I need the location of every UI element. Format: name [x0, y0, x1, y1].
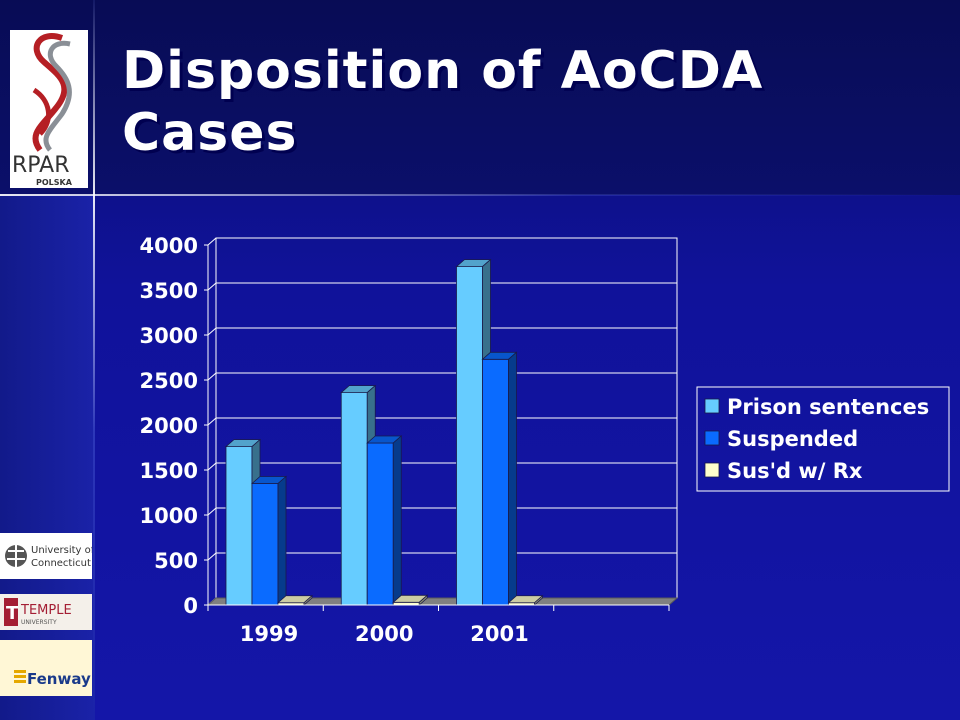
bar-side-0-1 — [277, 475, 287, 606]
bar-side-0-2 — [303, 594, 313, 606]
y-tick-label: 2000 — [140, 414, 198, 438]
bar-side-1-1 — [392, 435, 402, 606]
legend-swatch-2 — [704, 462, 720, 478]
bar-1-0 — [340, 392, 368, 606]
bar-2-0 — [456, 266, 483, 606]
y-tick-label: 2500 — [140, 369, 198, 393]
y-tick-label: 3500 — [140, 279, 198, 303]
legend-label-0: Prison sentences — [727, 395, 929, 419]
legend-swatch-0 — [704, 398, 720, 414]
title-line-1: Disposition of AoCDA — [122, 41, 764, 101]
bar-side-1-2 — [418, 594, 428, 606]
rpar-logo-text: RPAR — [12, 153, 69, 178]
gridline-side — [207, 282, 217, 291]
bar-side-2-2 — [534, 594, 543, 606]
temple-logo: T TEMPLE UNIVERSITY — [0, 594, 92, 630]
gridline-side — [207, 372, 217, 381]
y-tick-label: 500 — [154, 549, 198, 573]
gridline-side — [207, 327, 217, 336]
x-tick-label: 2000 — [355, 622, 413, 646]
y-tick-label: 3000 — [140, 324, 198, 348]
left-strip — [0, 195, 95, 720]
gridline-side — [207, 417, 217, 426]
uconn-logo: University of Connecticut — [0, 533, 95, 579]
fenway-logo-graphic: Fenway — [14, 670, 91, 688]
gridline-side — [207, 237, 217, 246]
title-band — [0, 0, 960, 195]
temple-logo-subtext: UNIVERSITY — [21, 619, 57, 626]
uconn-logo-line1: University of — [31, 545, 92, 556]
legend-box — [696, 386, 950, 492]
bar-1-1 — [366, 442, 394, 606]
y-tick-label: 4000 — [140, 234, 198, 258]
legend-label-2: Sus'd w/ Rx — [727, 459, 863, 483]
rpar-logo: RPAR POLSKA — [10, 30, 88, 188]
legend-label-1: Suspended — [727, 427, 858, 451]
bar-2-1 — [482, 358, 509, 606]
x-tick-label: 2001 — [470, 622, 528, 646]
uconn-logo-line2: Connecticut — [31, 558, 91, 569]
y-tick-label: 0 — [183, 594, 198, 618]
bar-0-1 — [251, 483, 279, 606]
vertical-accent-line — [93, 0, 95, 720]
bar-0-0 — [225, 446, 253, 606]
y-tick-label: 1000 — [140, 504, 198, 528]
temple-logo-text: TEMPLE — [20, 603, 72, 618]
temple-logo-graphic: T TEMPLE UNIVERSITY — [4, 598, 72, 626]
gridline-side — [207, 462, 217, 471]
legend-swatch-1 — [704, 430, 720, 446]
svg-text:T: T — [6, 603, 19, 624]
fenway-logo-text: Fenway — [27, 670, 91, 688]
y-tick-label: 1500 — [140, 459, 198, 483]
uconn-logo-graphic: University of Connecticut — [5, 543, 95, 569]
rpar-logo-subtext: POLSKA — [36, 178, 73, 187]
x-tick-label: 1999 — [240, 622, 298, 646]
bar-side-2-1 — [508, 351, 517, 606]
title-line-2: Cases — [122, 103, 298, 163]
rpar-logo-graphic: RPAR POLSKA — [12, 33, 73, 187]
gridline-side — [207, 552, 217, 561]
horizontal-accent-line — [0, 194, 960, 196]
gridline-side — [207, 507, 217, 516]
fenway-logo: Fenway — [0, 640, 92, 696]
slide-title: Disposition of AoCDA Cases — [122, 40, 882, 164]
